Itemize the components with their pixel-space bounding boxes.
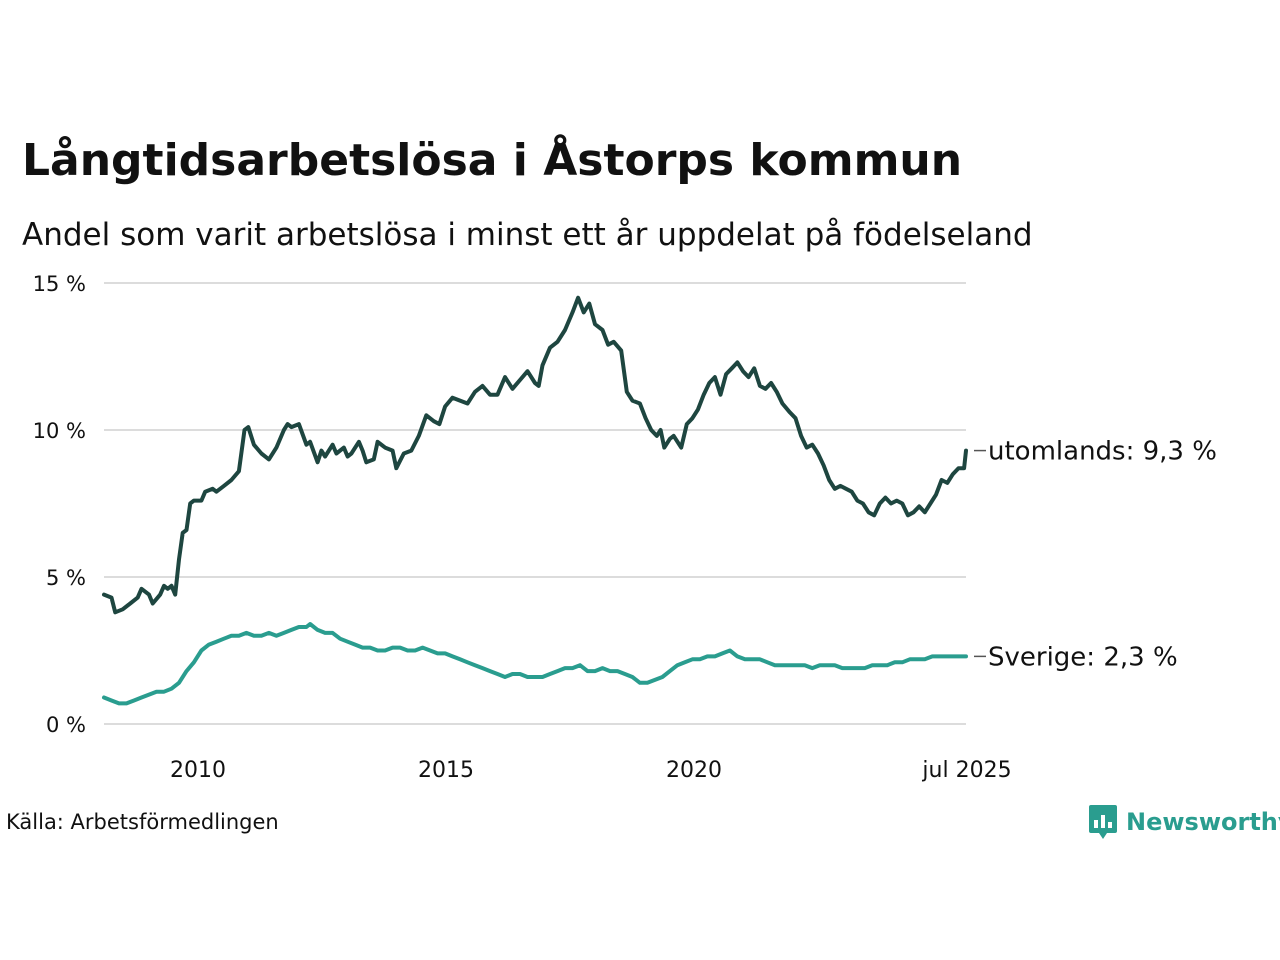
x-axis: 2010 2015 2020 jul 2025 xyxy=(170,758,1012,783)
end-label-sverige: Sverige: 2,3 % xyxy=(988,642,1178,672)
series-layer xyxy=(102,295,968,706)
y-tick-label: 15 % xyxy=(33,272,86,296)
x-tick-label: 2015 xyxy=(418,758,474,783)
brand-name: Newsworthy xyxy=(1126,808,1280,836)
series-line-utomlands xyxy=(102,295,968,615)
x-tick-label: jul 2025 xyxy=(921,758,1011,783)
y-tick-label: 0 % xyxy=(46,713,86,737)
y-tick-label: 10 % xyxy=(33,419,86,443)
y-tick-label: 5 % xyxy=(46,566,86,590)
x-tick-label: 2010 xyxy=(170,758,226,783)
y-axis: 0 % 5 % 10 % 15 % xyxy=(33,272,86,737)
newsworthy-logo-icon xyxy=(1089,805,1117,839)
series-line-sverige xyxy=(102,622,968,706)
line-chart: 0 % 5 % 10 % 15 % 2010 2015 2020 jul 2025 utom… xyxy=(33,272,1217,783)
x-tick-label: 2020 xyxy=(666,758,722,783)
end-label-utomlands: utomlands: 9,3 % xyxy=(988,437,1217,467)
chart-title: Långtidsarbetslösa i Åstorps kommun xyxy=(22,135,963,186)
chart-subtitle: Andel som varit arbetslösa i minst ett å… xyxy=(22,217,1033,253)
source-note: Källa: Arbetsförmedlingen xyxy=(6,810,279,834)
end-label-layer: utomlands: 9,3 % Sverige: 2,3 % xyxy=(974,437,1217,672)
brand-logo: Newsworthy xyxy=(1088,802,1280,842)
grid-layer xyxy=(104,282,966,725)
